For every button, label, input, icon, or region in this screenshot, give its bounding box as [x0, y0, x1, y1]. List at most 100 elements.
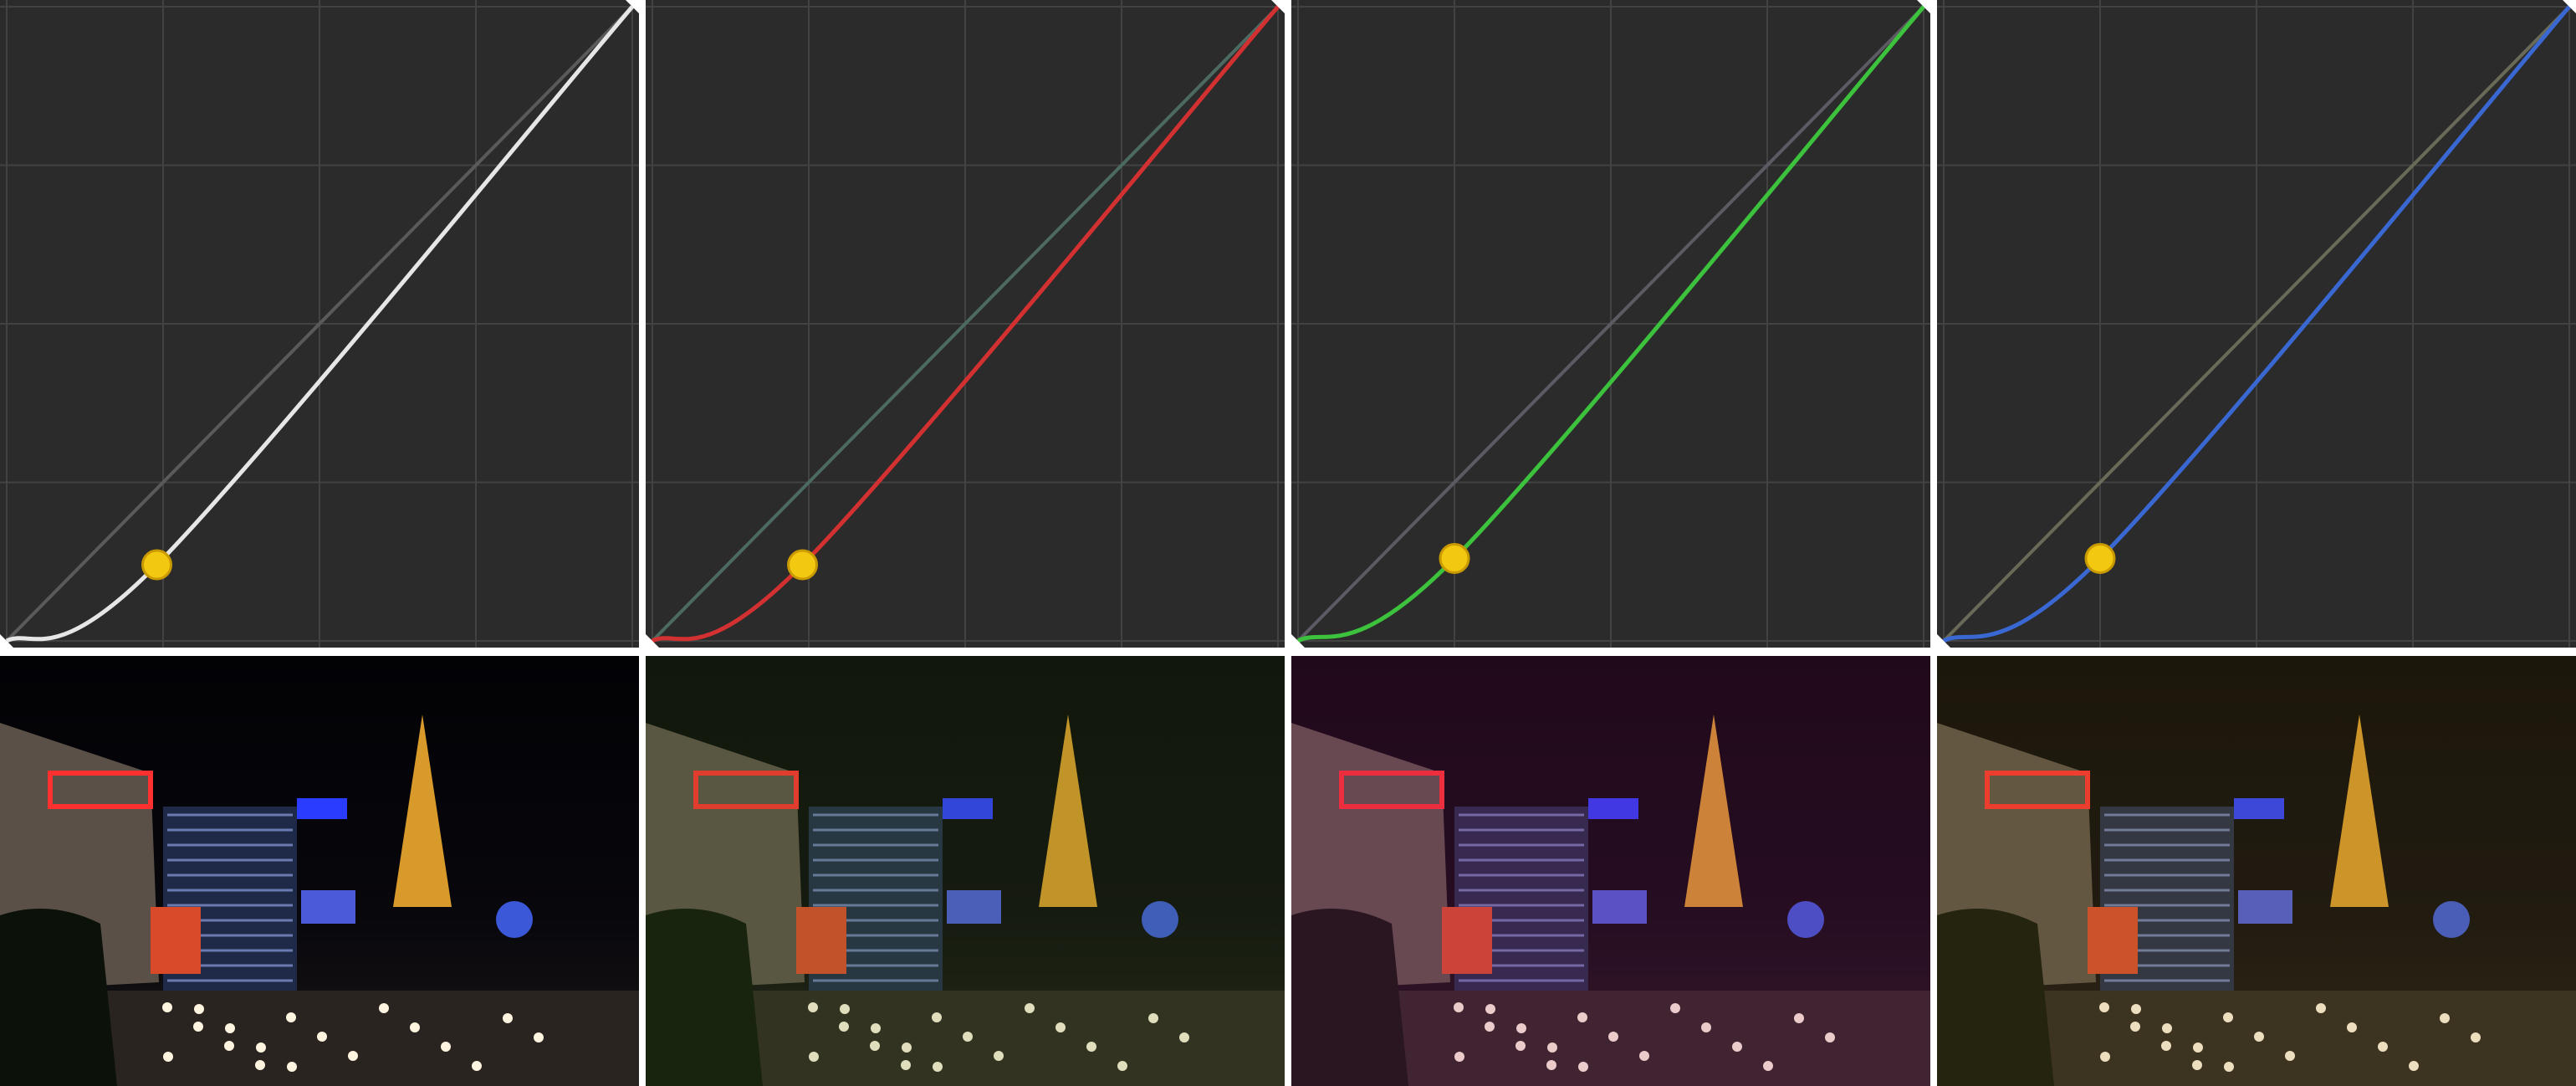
awning [151, 907, 201, 974]
car-light [2316, 1003, 2326, 1013]
car-light [1701, 1022, 1711, 1032]
control-point [141, 549, 173, 581]
car-light [840, 1004, 850, 1014]
car-light [317, 1032, 327, 1042]
car-light [193, 1022, 203, 1032]
sign-screen [2238, 890, 2292, 924]
tower [1684, 715, 1743, 907]
car-light [839, 1022, 849, 1032]
car-light [1025, 1003, 1035, 1013]
car-light [1794, 1013, 1804, 1023]
endpoint-handle [646, 634, 659, 648]
round-sign [1787, 901, 1824, 938]
color-cast [0, 656, 639, 1086]
car-light [1546, 1060, 1556, 1070]
car-light [2409, 1061, 2419, 1071]
car-light [1179, 1032, 1189, 1042]
car-light [2223, 1012, 2233, 1022]
car-light [963, 1032, 973, 1042]
car-light [379, 1003, 389, 1013]
car-light [994, 1051, 1004, 1061]
endpoint-handle [1937, 634, 1950, 648]
palms [646, 909, 763, 1086]
curve-editor [1937, 0, 2576, 648]
car-light [163, 1052, 173, 1062]
car-light [1732, 1042, 1742, 1052]
car-light [1825, 1032, 1835, 1042]
palms [1937, 909, 2054, 1086]
sign-screen [1592, 890, 1647, 924]
preview-photo [646, 656, 1285, 1086]
car-light [410, 1022, 420, 1032]
car-light [1578, 1062, 1588, 1072]
car-light [1454, 1052, 1464, 1062]
sign-screen [301, 890, 355, 924]
sign-blue [943, 798, 993, 819]
car-light [1547, 1042, 1557, 1053]
car-light [1485, 1022, 1495, 1032]
car-light [1454, 1002, 1464, 1012]
color-cast [1291, 656, 1930, 1086]
car-light [2130, 1022, 2140, 1032]
endpoint-handle [1917, 0, 1930, 13]
car-light [2378, 1042, 2388, 1052]
car-light [162, 1002, 172, 1012]
photos [0, 656, 2576, 1086]
car-light [809, 1052, 819, 1062]
control-point [2084, 542, 2116, 574]
neon-sign [1339, 771, 1444, 809]
car-light [2440, 1013, 2450, 1023]
endpoint-handle [626, 0, 639, 13]
car-light [1639, 1051, 1649, 1061]
car-light [871, 1023, 881, 1033]
reference-diagonal [1942, 5, 2571, 643]
tower [1039, 715, 1097, 907]
sign-screen [947, 890, 1001, 924]
car-light [2192, 1060, 2202, 1070]
car-light [1763, 1061, 1773, 1071]
curve [5, 5, 634, 643]
round-sign [496, 901, 533, 938]
car-light [286, 1012, 296, 1022]
sign-blue [1588, 798, 1638, 819]
car-light [932, 1012, 942, 1022]
neon-sign [48, 771, 153, 809]
reference-diagonal [1296, 5, 1925, 643]
curve [651, 5, 1280, 643]
car-light [1148, 1013, 1158, 1023]
preview-photo [0, 656, 639, 1086]
car-light [534, 1032, 544, 1042]
awning [2088, 907, 2138, 974]
color-cast [1937, 656, 2576, 1086]
car-light [472, 1061, 482, 1071]
car-light [1516, 1023, 1526, 1033]
endpoint-handle [1271, 0, 1285, 13]
car-light [225, 1023, 235, 1033]
awning [796, 907, 846, 974]
car-light [933, 1062, 943, 1072]
car-light [255, 1060, 265, 1070]
tower [393, 715, 452, 907]
car-light [2099, 1002, 2109, 1012]
car-light [2193, 1042, 2203, 1053]
curve-editor [1291, 0, 1930, 648]
car-light [1515, 1041, 1526, 1051]
car-light [2161, 1041, 2171, 1051]
control-point [787, 549, 819, 581]
preview-photo [1291, 656, 1930, 1086]
car-light [2131, 1004, 2141, 1014]
car-light [1117, 1061, 1127, 1071]
control-point [1439, 542, 1470, 574]
car-light [2471, 1032, 2481, 1042]
preview-photo [1937, 656, 2576, 1086]
car-light [902, 1042, 912, 1053]
car-light [2347, 1022, 2357, 1032]
tower [2330, 715, 2389, 907]
car-light [256, 1042, 266, 1053]
sign-blue [2234, 798, 2284, 819]
car-light [224, 1041, 234, 1051]
color-cast [646, 656, 1285, 1086]
round-sign [2433, 901, 2470, 938]
